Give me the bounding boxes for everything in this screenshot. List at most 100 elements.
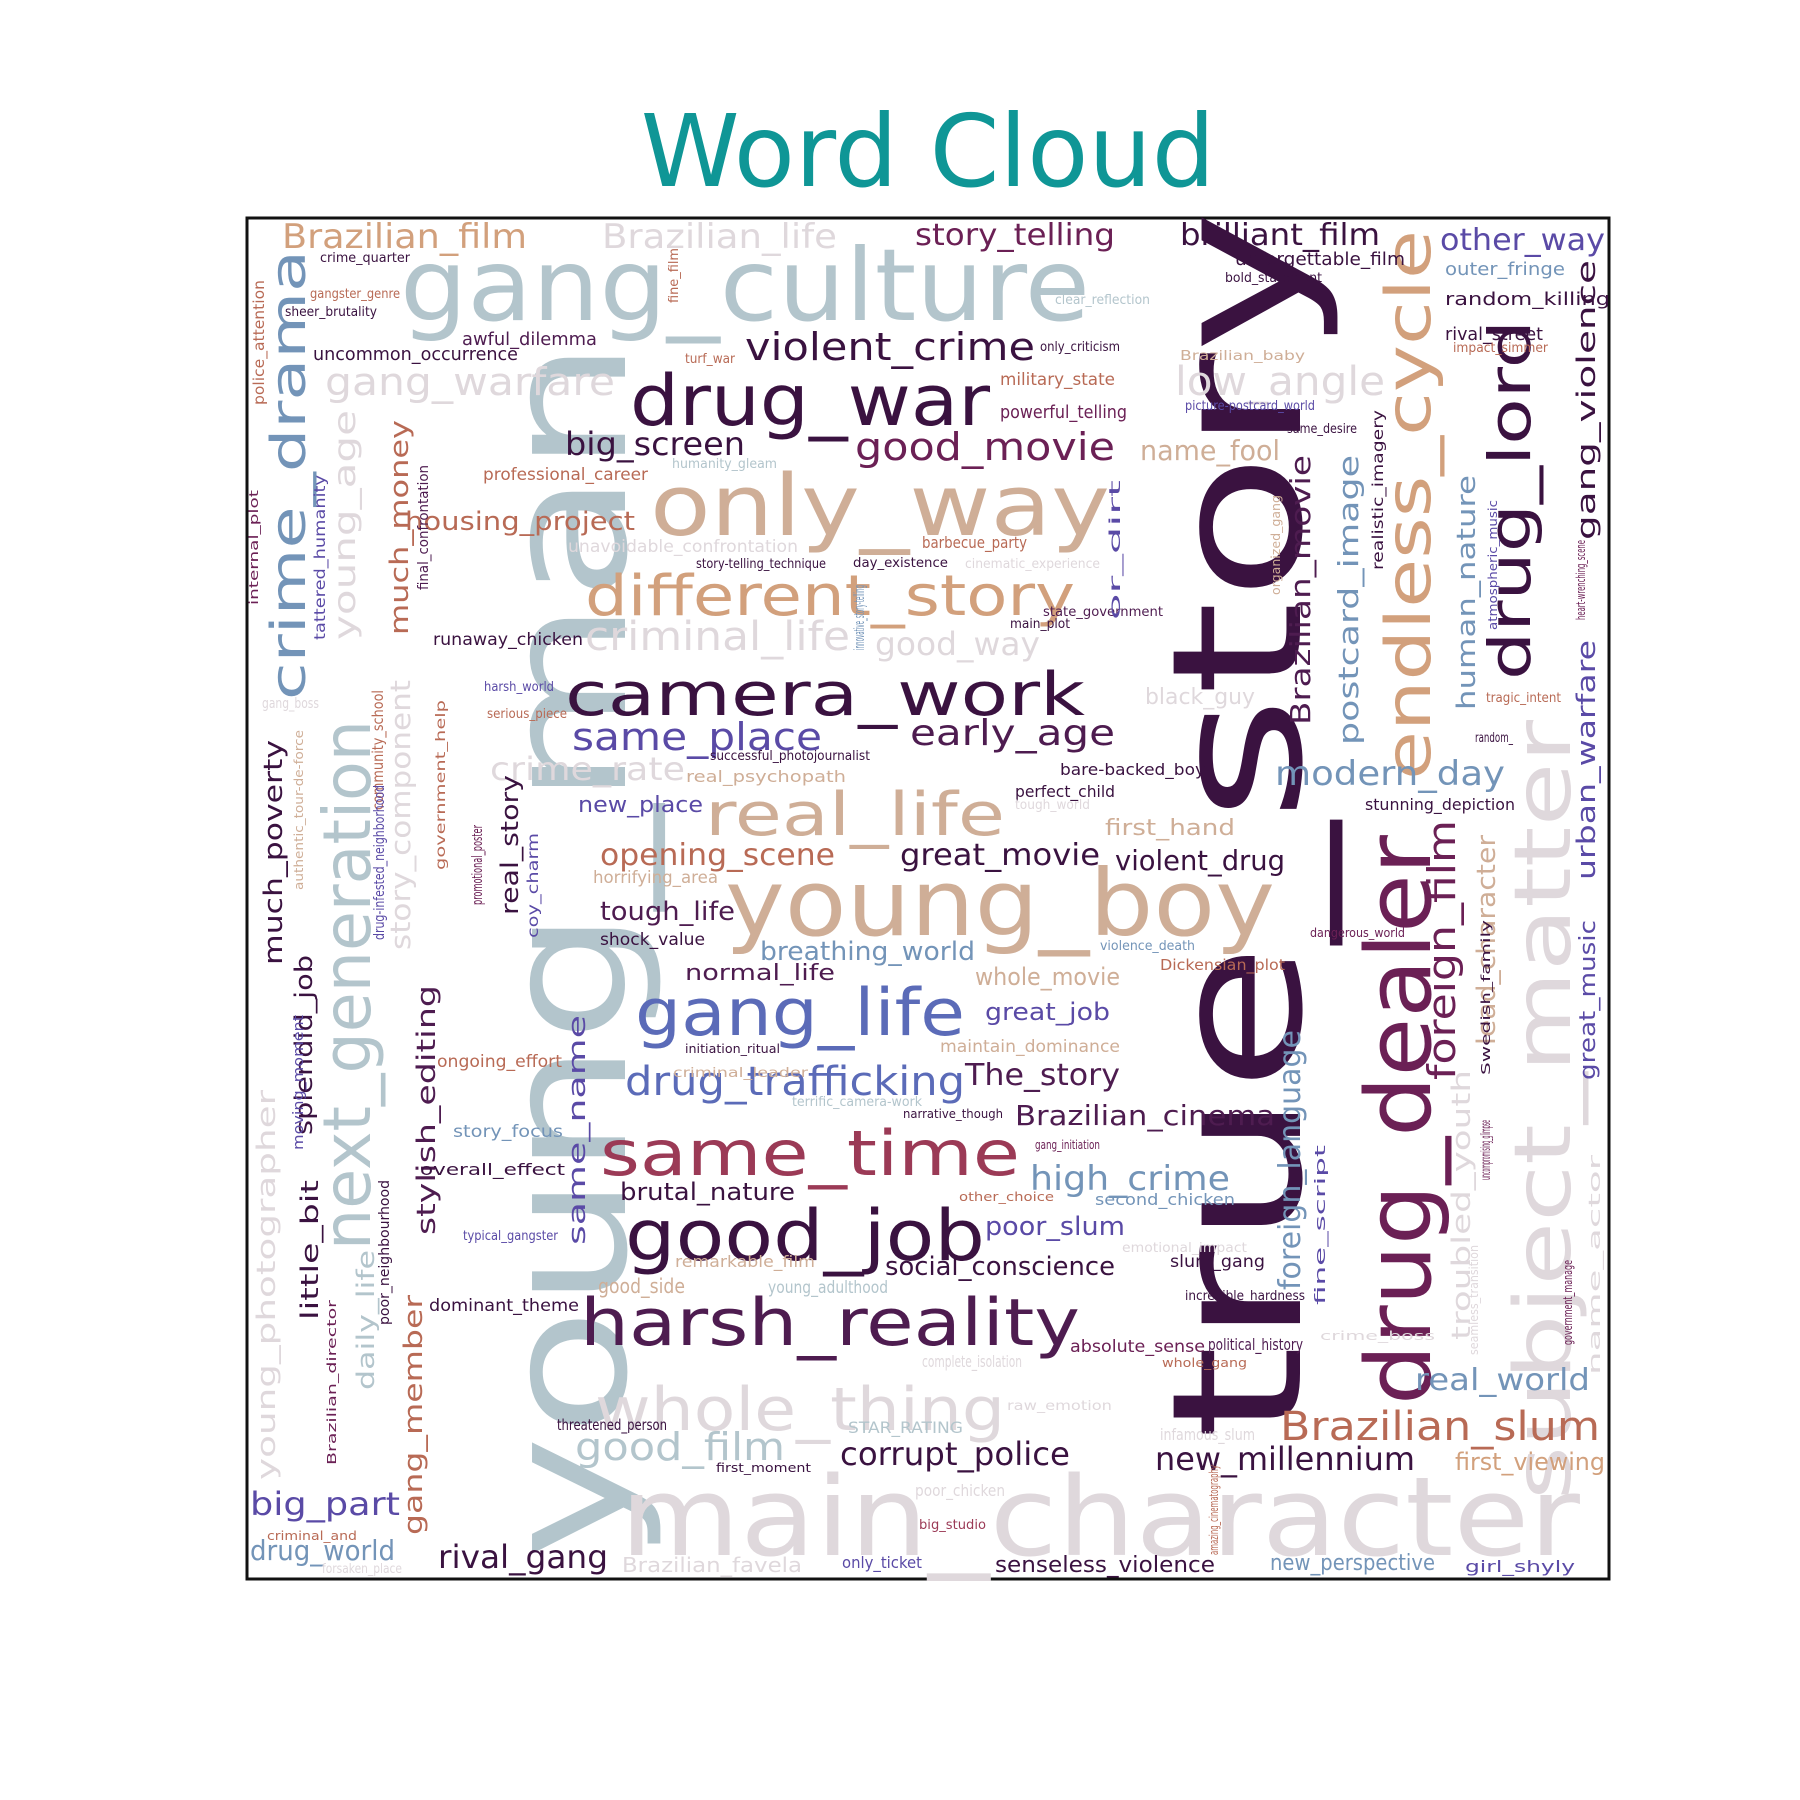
cloud-word: random_killing [1445,289,1610,310]
cloud-word: military_state [1000,370,1115,390]
cloud-word: drug-infested_neighborhood [372,785,388,940]
cloud-word: whole_thing [595,1375,1005,1445]
cloud-word: gang_member [399,1295,429,1535]
cloud-word: dominant_theme [429,1296,579,1316]
cloud-word: normal_life [685,961,835,986]
cloud-word: harsh_world [484,680,554,695]
cloud-word: stylish_editing [412,985,442,1235]
cloud-word: Swedish_family [1479,920,1493,1075]
cloud-word: violence_death [1100,939,1195,954]
cloud-word: criminal_and [267,1529,357,1543]
cloud-word: next_generation [309,720,386,1250]
cloud-word: slum_gang [1170,1252,1265,1272]
cloud-word: heart-wrenching_scene [1574,540,1588,620]
cloud-word: good_film [575,1425,785,1469]
cloud-word: innovative_story-telling [852,585,868,650]
cloud-word: community_school [369,690,388,810]
cloud-word: impact_simmer [1453,341,1549,356]
cloud-word: young_man [468,340,666,1560]
cloud-word: first_hand [1105,816,1235,841]
cloud-word: housing_project [405,507,635,537]
cloud-word: professional_career [483,465,648,485]
cloud-word: name_actor [1585,1154,1605,1375]
cloud-word: whole_movie [975,963,1120,991]
cloud-word: breathing_world [760,937,975,967]
cloud-word: postcard_image [1332,455,1365,745]
cloud-word: or_dirt [1106,480,1125,620]
cloud-word: young_photographer [252,1090,282,1480]
cloud-word: tragic_intent [1486,691,1561,706]
cloud-word: rival_street [1445,324,1543,345]
cloud-word: corrupt_police [840,1435,1070,1473]
cloud-word: only_criticism [1040,340,1120,355]
cloud-word: Dickensian_plot [1160,956,1285,975]
cloud-word: big_screen [565,425,745,463]
cloud-word: violent_crime [745,325,1035,369]
cloud-word: real_world [1415,1363,1590,1398]
cloud-word: Brazilian_film [282,217,527,257]
cloud-word: powerful_telling [1000,402,1127,423]
cloud-word: whole_gang [1162,1356,1247,1370]
cloud-word: raw_emotion [1007,1399,1112,1414]
cloud-word: threatened_person [557,1416,667,1435]
cloud-word: other_choice [959,1190,1054,1204]
cloud-word: narrative_though [903,1107,1003,1121]
cloud-word: brutal_nature [620,1178,795,1206]
cloud-word: state_government [1043,605,1163,620]
cloud-word: turf_war [685,352,736,367]
cloud-word: rival_gang [438,1538,608,1576]
cloud-word: political_history [1208,1335,1303,1355]
cloud-word: The_story [964,1058,1120,1093]
cloud-word: Brazilian_movie [1284,455,1317,725]
cloud-word: real_life [705,780,1005,850]
cloud-word: gang_life [635,976,965,1051]
cloud-word: bold_statement [1225,271,1322,286]
cloud-word: endless_cycle [1372,230,1445,780]
cloud-word: much_poverty [259,740,289,965]
cloud-word: uncommon_occurrence [313,344,518,365]
cloud-word: modern_day [1275,754,1505,794]
cloud-word: good_side [598,1274,685,1298]
cloud-word: violent_drug [1115,844,1285,877]
cloud-word: name_fool [1140,434,1280,467]
cloud-word: drug_war [630,360,990,442]
cloud-word: initiation_ritual [685,1042,780,1056]
cloud-word: girl_shyly [1465,1557,1575,1577]
cloud-word: only_ticket [842,1553,922,1573]
cloud-word: Brazilian_director [325,1300,339,1465]
cloud-word: realistic_imagery [1369,410,1388,570]
cloud-word: crime_quarter [320,251,411,266]
chart-title: Word Cloud [640,93,1216,210]
cloud-word: new_place [578,793,703,818]
cloud-word: first_moment [716,1461,811,1475]
cloud-word: terrific_camera-work [792,1095,922,1110]
cloud-word: good_movie [855,425,1115,469]
cloud-word: criminal_leader [673,1066,809,1081]
cloud-word: gangster_genre [310,287,400,302]
cloud-word: harsh_reality [580,1286,1080,1361]
cloud-word: picture-postcard_world [1185,399,1315,414]
cloud-word: drug_lord [1476,320,1544,680]
cloud-word: fine_film [667,248,682,303]
cloud-word: crime_drama [261,250,317,700]
cloud-word: amazing_cinematography [1207,1465,1221,1555]
cloud-word: black_guy [1145,685,1255,710]
cloud-word: daily_life [352,1250,380,1390]
cloud-word: organized_gang [1269,495,1283,595]
cloud-word: poor_chicken [915,1481,1005,1501]
cloud-word: much_money [385,420,415,635]
cloud-word: government_help [434,700,449,870]
cloud-word: gang_violence [1572,260,1602,540]
cloud-word: subject_matter [1499,719,1589,1500]
cloud-word: atmospheric_music [1486,500,1500,630]
cloud-word: government_manage [1561,1260,1575,1345]
cloud-word: human_nature [1452,475,1482,710]
cloud-word: cinematic_experience [965,557,1100,572]
cloud-word: random_ [1475,731,1513,746]
cloud-word: good_job [625,1195,985,1277]
cloud-word: awful_dilemma [462,329,597,350]
cloud-word: lead_character [1472,835,1502,1045]
cloud-word: gang_culture [400,227,1090,344]
cloud-word: shock_value [600,930,705,950]
cloud-word: young_adulthood [768,1278,888,1298]
